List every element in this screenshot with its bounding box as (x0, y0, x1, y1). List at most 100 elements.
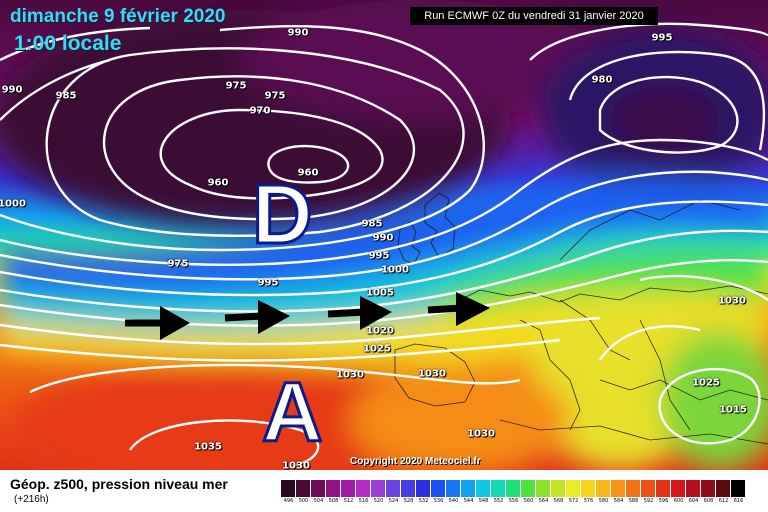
scale-value: 548 (476, 497, 491, 506)
scale-swatch: 564 (536, 480, 551, 506)
scale-value: 532 (416, 497, 431, 506)
isobar-label: 990 (372, 232, 394, 244)
isobar-label: 1035 (194, 441, 222, 453)
isobar-label: 1030 (718, 295, 746, 307)
wind-arrow (224, 300, 290, 334)
scale-value: 556 (506, 497, 521, 506)
scale-value: 568 (551, 497, 566, 506)
isobar-label: 975 (264, 90, 286, 102)
scale-value: 516 (356, 497, 371, 506)
wind-arrow (327, 296, 392, 330)
scale-value: 512 (341, 497, 356, 506)
scale-value: 588 (626, 497, 641, 506)
isobar-label: 980 (591, 74, 613, 86)
scale-swatch: 524 (386, 480, 401, 506)
scale-value: 560 (521, 497, 536, 506)
scale-value: 596 (656, 497, 671, 506)
isobar-label: 995 (257, 277, 279, 289)
scale-value: 572 (566, 497, 581, 506)
wind-arrows (125, 292, 490, 340)
scale-value: 564 (536, 497, 551, 506)
scale-swatch: 512 (341, 480, 356, 506)
isobar-label: 985 (55, 90, 77, 102)
scale-swatch: 508 (326, 480, 341, 506)
isobar-label: 995 (651, 32, 673, 44)
isobar-label: 960 (297, 167, 319, 179)
scale-swatch: 608 (701, 480, 716, 506)
scale-swatch: 616 (731, 480, 746, 506)
isobar-label: 995 (368, 250, 390, 262)
scale-value: 600 (671, 497, 686, 506)
isobar-label: 1025 (692, 377, 720, 389)
isobar-label: 1030 (282, 460, 310, 472)
scale-swatch: 572 (566, 480, 581, 506)
scale-value: 496 (281, 497, 296, 506)
scale-swatch: 584 (611, 480, 626, 506)
scale-swatch: 504 (311, 480, 326, 506)
isobar-label: 960 (207, 177, 229, 189)
isobar-label: 1005 (366, 287, 394, 299)
isobar-label: 1020 (366, 325, 394, 337)
scale-value: 584 (611, 497, 626, 506)
weather-map (0, 0, 768, 470)
scale-value: 612 (716, 497, 731, 506)
high-pressure-label: A (261, 365, 325, 459)
scale-swatch: 592 (641, 480, 656, 506)
scale-value: 500 (296, 497, 311, 506)
scale-value: 552 (491, 497, 506, 506)
scale-swatch: 548 (476, 480, 491, 506)
scale-value: 540 (446, 497, 461, 506)
color-scale: 496 500 504 508 512 516 520 524 528 532 536 540 544 5… (281, 480, 746, 506)
scale-value: 604 (686, 497, 701, 506)
scale-swatch: 588 (626, 480, 641, 506)
scale-value: 536 (431, 497, 446, 506)
isobar-label: 975 (225, 80, 247, 92)
isobar-label: 1025 (363, 343, 391, 355)
scale-value: 616 (731, 497, 746, 506)
scale-value: 528 (401, 497, 416, 506)
forecast-date: dimanche 9 février 2020 (10, 6, 226, 27)
isobar-label: 970 (249, 105, 271, 117)
isobar-label: 1015 (719, 404, 747, 416)
scale-value: 576 (581, 497, 596, 506)
scale-swatch: 516 (356, 480, 371, 506)
wind-arrow (125, 306, 190, 340)
scale-swatch: 544 (461, 480, 476, 506)
scale-value: 544 (461, 497, 476, 506)
scale-value: 592 (641, 497, 656, 506)
isobar-label: 1030 (336, 369, 364, 381)
scale-swatch: 604 (686, 480, 701, 506)
scale-value: 520 (371, 497, 386, 506)
model-run-info: Run ECMWF 0Z du vendredi 31 janvier 2020 (410, 7, 658, 25)
isobar-label: 1000 (381, 264, 409, 276)
scale-swatch: 612 (716, 480, 731, 506)
scale-swatch: 556 (506, 480, 521, 506)
isobar-label: 1030 (467, 428, 495, 440)
scale-value: 524 (386, 497, 401, 506)
copyright-text: Copyright 2020 Meteociel.fr (350, 456, 481, 467)
scale-swatch: 576 (581, 480, 596, 506)
scale-value: 508 (326, 497, 341, 506)
scale-value: 580 (596, 497, 611, 506)
forecast-local-time: 1:00 locale (14, 32, 122, 55)
legend-subtitle: (+216h) (14, 494, 49, 505)
scale-value: 608 (701, 497, 716, 506)
scale-swatch: 528 (401, 480, 416, 506)
scale-swatch: 496 (281, 480, 296, 506)
scale-swatch: 580 (596, 480, 611, 506)
legend-title: Géop. z500, pression niveau mer (10, 476, 228, 492)
isobar-label: 985 (361, 218, 383, 230)
scale-swatch: 568 (551, 480, 566, 506)
isobar-label: 990 (287, 27, 309, 39)
isobar-label: 975 (167, 258, 189, 270)
low-pressure-label: D (251, 167, 315, 261)
scale-swatch: 532 (416, 480, 431, 506)
scale-swatch: 552 (491, 480, 506, 506)
scale-swatch: 536 (431, 480, 446, 506)
scale-swatch: 596 (656, 480, 671, 506)
scale-swatch: 540 (446, 480, 461, 506)
isobar-label: 1030 (418, 368, 446, 380)
isobar-label: 1000 (0, 198, 26, 210)
wind-arrow (427, 292, 490, 326)
scale-swatch: 520 (371, 480, 386, 506)
